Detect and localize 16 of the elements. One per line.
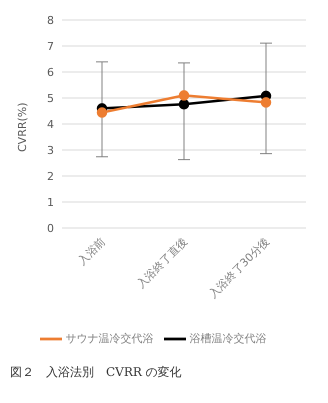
y-tick-label: 4	[47, 118, 54, 131]
y-axis-title: CVRR(%)	[16, 102, 29, 152]
y-tick-label: 0	[47, 222, 54, 235]
y-tick-label: 7	[47, 40, 54, 53]
legend-label: サウナ温冷交代浴	[66, 332, 154, 346]
x-tick-label: 入浴終了直後	[134, 234, 190, 291]
caption: 図２ 入浴法別 CVRR の変化	[10, 364, 183, 381]
x-tick-label: 入浴終了30分後	[206, 234, 272, 301]
y-tick-label: 5	[47, 92, 54, 105]
y-tick-label: 2	[47, 170, 54, 183]
y-tick-label: 1	[47, 196, 54, 209]
x-tick-label: 入浴前	[76, 234, 108, 268]
y-tick-label: 6	[47, 66, 54, 79]
y-tick-label: 8	[47, 14, 54, 27]
y-tick-label: 3	[47, 144, 54, 157]
legend-label: 浴槽温冷交代浴	[190, 332, 266, 346]
